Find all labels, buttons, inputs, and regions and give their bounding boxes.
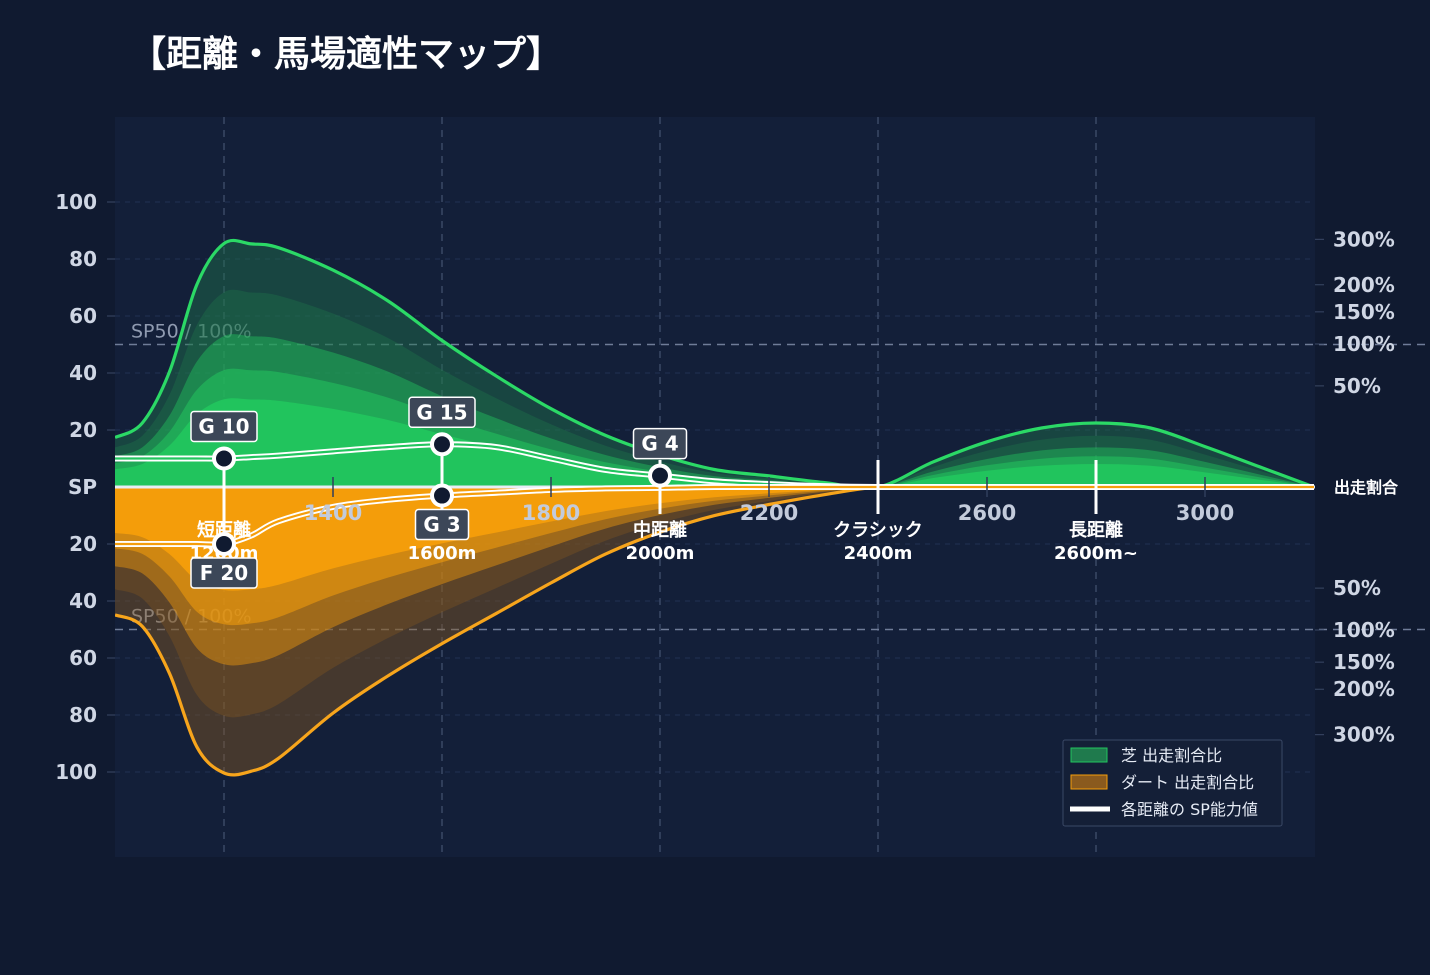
marker-badge (408, 396, 476, 428)
sp-markers: G 10 G 15 G 4 F 20 G 3 (190, 396, 688, 589)
marker-dot (212, 532, 236, 556)
legend-label: ダート 出走割合比 (1121, 773, 1254, 792)
category-name: 長距離 (1069, 519, 1123, 541)
marker-label: G 15 (416, 400, 467, 424)
x-tick-label: 1800 (522, 501, 580, 525)
marker-dot (212, 446, 236, 471)
left-tick-label: 20 (69, 418, 97, 442)
right-tick-label: 200% (1333, 677, 1395, 701)
x-tick-label: 3000 (1176, 501, 1234, 525)
sp-marker: G 15 (408, 396, 476, 487)
right-tick-label: 300% (1333, 723, 1395, 747)
right-tick-label: 50% (1333, 576, 1381, 600)
x-tick-label: 2200 (740, 501, 798, 525)
right-tick-label: 200% (1333, 273, 1395, 297)
right-tick-label: 100% (1333, 618, 1395, 642)
right-axis: 300% 200% 150% 100% 50% 50% 100% 150% 200% 300% 出走… (1315, 227, 1399, 747)
left-tick-label: 100 (55, 190, 97, 214)
category-distance: 2000m (626, 543, 695, 564)
left-tick-label: 100 (55, 760, 97, 784)
category-distance: 1600m (408, 543, 477, 564)
sp-marker: G 4 (632, 427, 688, 488)
right-tick-label: 150% (1333, 650, 1395, 674)
x-tick-label: 1400 (304, 501, 362, 525)
marker-dot (648, 463, 672, 488)
sp-marker: G 3 (414, 483, 470, 541)
marker-label: G 3 (423, 513, 460, 537)
turf-ratio-outline (115, 238, 1315, 490)
left-tick-label: 60 (69, 304, 97, 328)
left-tick-label: 20 (69, 532, 97, 556)
left-center-label: SP (68, 475, 97, 499)
category-distance: 2400m (844, 543, 913, 564)
legend-box (1062, 739, 1283, 827)
left-tick-label: 40 (69, 589, 97, 613)
turf-ratio-layer (115, 398, 1314, 488)
category-distance: 2600m~ (1054, 543, 1138, 564)
marker-badge (190, 410, 258, 443)
marker-label: G 10 (198, 415, 249, 439)
right-tick-label: 150% (1333, 300, 1395, 324)
right-tick-label: 100% (1333, 332, 1395, 356)
marker-label: F 20 (200, 561, 248, 585)
reference-label: SP50 / 100% (131, 321, 252, 343)
marker-dot (430, 483, 454, 508)
legend-label: 芝 出走割合比 (1121, 746, 1222, 765)
legend-swatch-turf (1070, 747, 1108, 763)
marker-dot (430, 432, 454, 457)
category-name: クラシック (833, 520, 923, 541)
chart-title: 【距離・馬場適性マップ】 (130, 34, 562, 75)
sp-marker: F 20 (190, 487, 258, 589)
left-tick-label: 40 (69, 361, 97, 385)
right-center-label: 出走割合 (1334, 478, 1399, 497)
left-axis: 100 80 60 40 20 20 40 60 80 100 SP (55, 190, 115, 784)
right-tick-label: 300% (1333, 227, 1395, 251)
legend-swatch-dirt (1070, 774, 1108, 790)
left-tick-label: 80 (69, 247, 97, 271)
category-name: 中距離 (633, 519, 687, 541)
marker-badge (414, 508, 470, 541)
legend-label: 各距離の SP能力値 (1121, 800, 1258, 819)
right-tick-label: 50% (1333, 374, 1381, 398)
marker-badge (632, 427, 688, 460)
left-tick-label: 60 (69, 646, 97, 670)
sp-marker: G 10 (190, 410, 258, 487)
marker-badge (190, 557, 258, 589)
x-tick-label: 2600 (958, 501, 1016, 525)
marker-label: G 4 (641, 432, 678, 456)
left-tick-label: 80 (69, 703, 97, 727)
